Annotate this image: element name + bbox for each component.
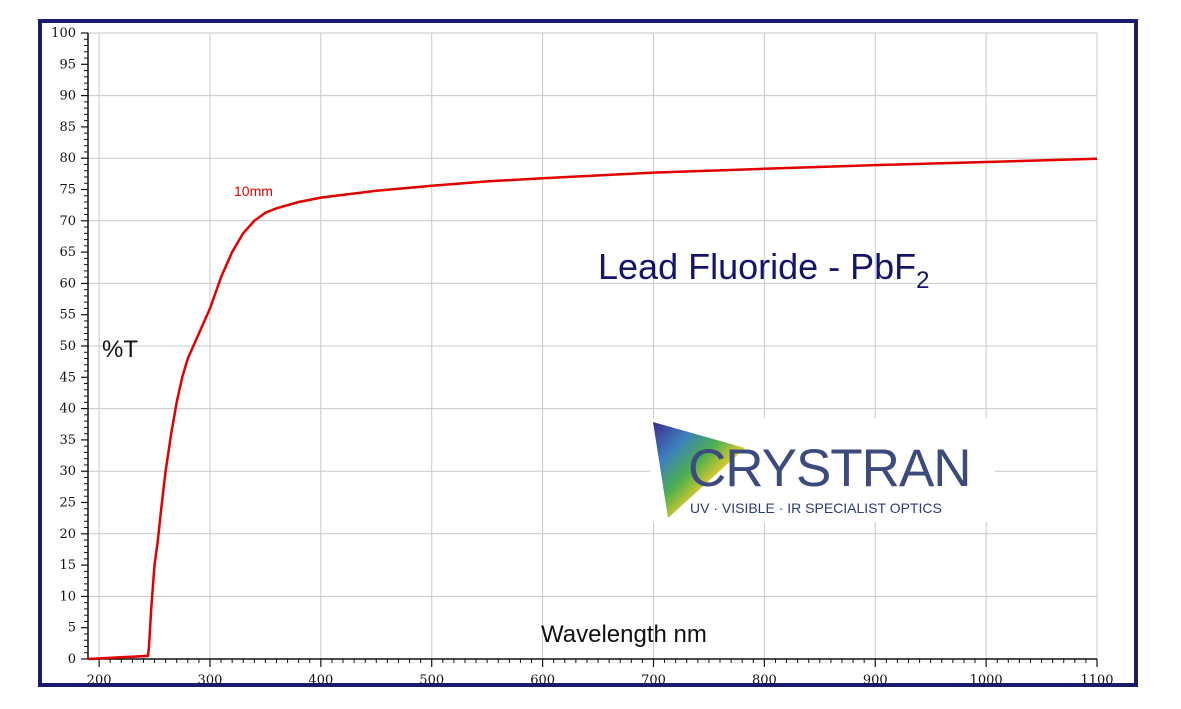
crystran-logo: CRYSTRAN UV · VISIBLE · IR SPECIALIST OP… (650, 418, 995, 522)
chart-title-subscript: 2 (916, 267, 929, 294)
y-tick-label: 75 (59, 183, 76, 198)
x-tick-label: 900 (863, 673, 888, 688)
y-tick-label: 60 (59, 276, 76, 291)
y-tick-label: 70 (59, 214, 76, 229)
y-tick-label: 20 (59, 527, 76, 542)
y-tick-label: 80 (59, 151, 76, 166)
y-tick-label: 65 (59, 245, 76, 260)
y-tick-label: 50 (59, 339, 76, 354)
y-tick-label: 40 (59, 402, 76, 417)
y-tick-label: 90 (59, 89, 76, 104)
y-tick-label: 25 (59, 496, 76, 511)
x-tick-label: 400 (308, 673, 333, 688)
series-line-10mm (87, 157, 1098, 661)
chart-title-text: Lead Fluoride - PbF (598, 246, 916, 287)
x-tick-label: 700 (641, 673, 666, 688)
y-tick-label: 10 (59, 589, 76, 604)
x-tick-label: 1000 (970, 673, 1003, 688)
x-tick-label: 600 (530, 673, 555, 688)
x-tick-labels: 200 300 400 500 600 700 800 900 1000 1100 (87, 673, 1114, 688)
y-axis-title: %T (102, 336, 138, 363)
series-label-10mm: 10mm (234, 183, 273, 199)
y-tick-label: 0 (68, 652, 76, 667)
y-tick-label: 45 (59, 370, 76, 385)
x-tick-label: 200 (87, 673, 112, 688)
y-tick-label: 85 (59, 120, 76, 135)
chart-title: Lead Fluoride - PbF2 (598, 246, 930, 294)
grid-lines (88, 32, 1098, 660)
logo-tagline: UV · VISIBLE · IR SPECIALIST OPTICS (690, 500, 942, 516)
y-tick-label: 5 (68, 621, 76, 636)
y-tick-label: 55 (59, 308, 76, 323)
x-tick-label: 1100 (1080, 673, 1113, 688)
y-tick-label: 95 (59, 57, 76, 72)
y-tick-label: 100 (51, 26, 76, 41)
y-tick-label: 30 (59, 464, 76, 479)
y-tick-label: 35 (59, 433, 76, 448)
x-tick-label: 800 (752, 673, 777, 688)
axes (81, 32, 1098, 667)
chart-frame (38, 19, 1138, 687)
logo-wordmark: CRYSTRAN (688, 439, 972, 498)
x-tick-label: 300 (198, 673, 223, 688)
prism-icon (653, 422, 745, 518)
y-tick-labels: 0 5 10 15 20 25 30 35 40 45 50 55 60 65 70 75 80 85 90 95 10… (51, 26, 76, 667)
y-tick-label: 15 (59, 558, 76, 573)
x-axis-title: Wavelength nm (541, 621, 707, 648)
x-tick-label: 500 (419, 673, 444, 688)
